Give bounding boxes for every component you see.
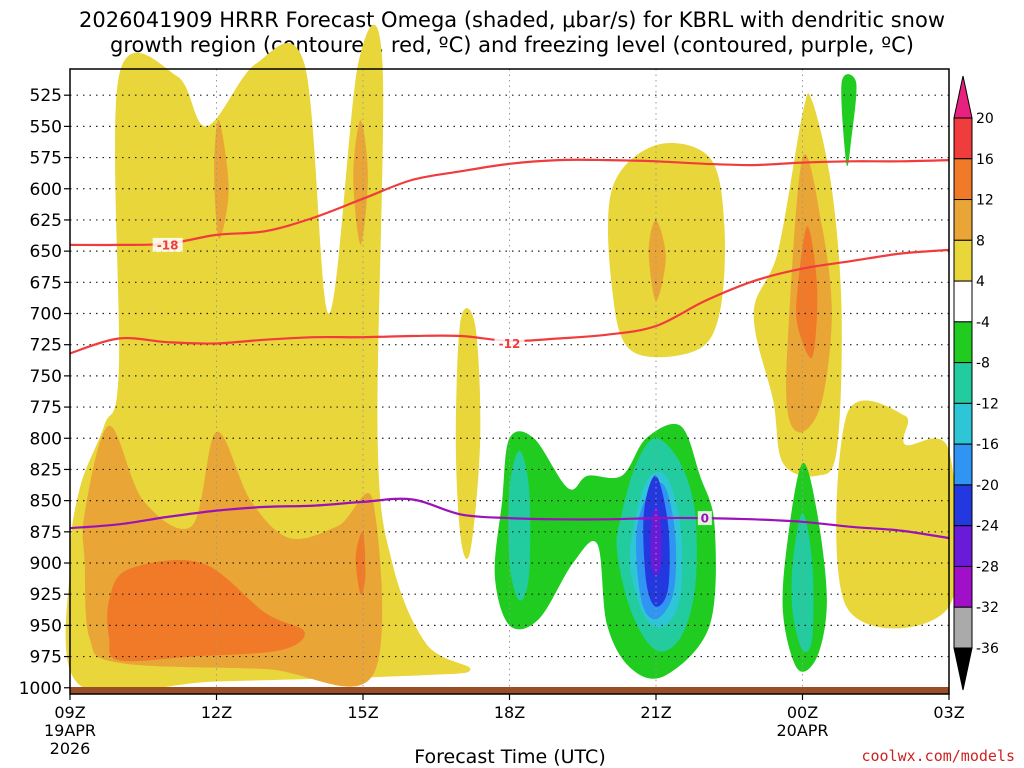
colorbar-box-2 (953, 158, 973, 201)
y-tick-label-675: 675 (30, 273, 62, 293)
colorbar-label--12: -12 (976, 396, 999, 412)
colorbar-bottom-arrow (953, 647, 973, 691)
terrain-ground-bar (70, 687, 949, 694)
x-tick-label-15Z: 15Z (347, 703, 378, 722)
colorbar-box-7 (953, 362, 973, 404)
omega-region-12-11 (355, 531, 366, 595)
y-tick-label-725: 725 (30, 336, 62, 356)
x-tick-label-12Z: 12Z (201, 703, 232, 722)
y-tick-label-550: 550 (30, 117, 62, 137)
y-tick-label-575: 575 (30, 149, 62, 169)
temperature-contours: -18 -12 0 (69, 158, 950, 540)
colorbar-label-8: 8 (976, 233, 985, 249)
x-tick-label-09Z: 09Z (54, 703, 85, 722)
colorbar-label--36: -36 (976, 641, 999, 657)
y-tick-label-925: 925 (30, 585, 62, 605)
colorbar-label--24: -24 (976, 519, 999, 535)
omega-region-12-12 (796, 226, 818, 359)
colorbar-box-6 (953, 321, 973, 364)
colorbar-box-5 (953, 280, 973, 323)
contour-line--18 (69, 158, 950, 247)
colorbar-label--28: -28 (976, 559, 999, 575)
y-tick-label-625: 625 (30, 211, 62, 231)
omega-region-8-8 (648, 219, 666, 302)
colorbar-label-20: 20 (976, 111, 994, 127)
contour-label-bg-0 (697, 511, 712, 526)
y-tick-label-600: 600 (30, 180, 62, 200)
omega-shaded-regions (65, 24, 959, 694)
omega-region-8-7 (353, 120, 368, 245)
colorbar-box-8 (953, 402, 973, 445)
x-tick-label-21Z: 21Z (640, 703, 671, 722)
y-axis-pressure: 525 550 575 600 625 650 675 700 725 750 775 800 825 8… (19, 86, 70, 699)
y-tick-label-850: 850 (30, 492, 62, 512)
omega-region--24-22 (650, 506, 662, 576)
colorbar-label--20: -20 (976, 478, 999, 494)
colorbar-box-13 (953, 606, 973, 649)
contour-label-bg--18 (152, 237, 183, 252)
x-tick-year-2026: 2026 (50, 739, 91, 758)
x-axis-label: Forecast Time (UTC) (414, 746, 605, 768)
colorbar-box-11 (953, 525, 973, 567)
colorbar-box-1 (953, 117, 973, 160)
y-tick-label-900: 900 (30, 554, 62, 574)
y-tick-label-825: 825 (30, 460, 62, 480)
colorbar-label-16: 16 (976, 152, 994, 168)
y-tick-label-800: 800 (30, 429, 62, 449)
colorbar-label--16: -16 (976, 437, 999, 453)
x-tick-label-03Z: 03Z (933, 703, 964, 722)
y-tick-label-975: 975 (30, 648, 62, 668)
omega-region-8-6 (214, 119, 229, 239)
omega-region--8-18 (791, 513, 814, 653)
credit-link[interactable]: coolwx.com/models (861, 747, 1015, 765)
y-tick-label-1000: 1000 (19, 679, 62, 699)
contour-label-bg--12 (494, 336, 525, 351)
omega-region-4-1 (455, 308, 481, 559)
colorbar-box-12 (953, 565, 973, 608)
omega-region--4-15 (841, 74, 857, 167)
colorbar-top-arrow (953, 75, 973, 119)
colorbar-box-4 (953, 239, 973, 282)
y-tick-label-775: 775 (30, 398, 62, 418)
colorbar-legend: 20 16 12 8 4 -4 -8 -12 -16 -20 -24 -28 -32 -36 (953, 75, 999, 691)
omega-region-4-2 (607, 142, 725, 358)
omega-region--8-16 (508, 450, 531, 601)
colorbar-label--4: -4 (976, 315, 990, 331)
y-tick-label-525: 525 (30, 86, 62, 106)
omega-region-4-4 (836, 400, 959, 629)
colorbar-label--32: -32 (976, 600, 999, 616)
omega-region-12-10 (107, 559, 305, 662)
chart-title-line-1: 2026041909 HRRR Forecast Omega (shaded, … (79, 8, 945, 32)
colorbar-box-10 (953, 484, 973, 527)
contour-line-0 (69, 497, 950, 540)
contour-label--12: -12 (499, 337, 521, 351)
colorbar-label--8: -8 (976, 356, 990, 372)
y-tick-label-950: 950 (30, 616, 62, 636)
y-tick-label-700: 700 (30, 305, 62, 325)
colorbar-label-12: 12 (976, 193, 994, 209)
chart-title-line-2: growth region (contoured, red, ºC) and f… (110, 33, 914, 57)
x-tick-label-18Z: 18Z (494, 703, 525, 722)
contour-label--18: -18 (157, 238, 179, 252)
colorbar-box-3 (953, 199, 973, 241)
contour-label-0: 0 (701, 512, 709, 526)
x-tick-date-19APR: 19APR (44, 721, 96, 740)
x-tick-label-00Z: 00Z (787, 703, 818, 722)
y-tick-label-750: 750 (30, 367, 62, 387)
y-tick-label-650: 650 (30, 242, 62, 262)
y-tick-label-875: 875 (30, 523, 62, 543)
x-tick-date-20APR: 20APR (776, 721, 828, 740)
colorbar-label-4: 4 (976, 274, 985, 290)
colorbar-box-9 (953, 443, 973, 486)
